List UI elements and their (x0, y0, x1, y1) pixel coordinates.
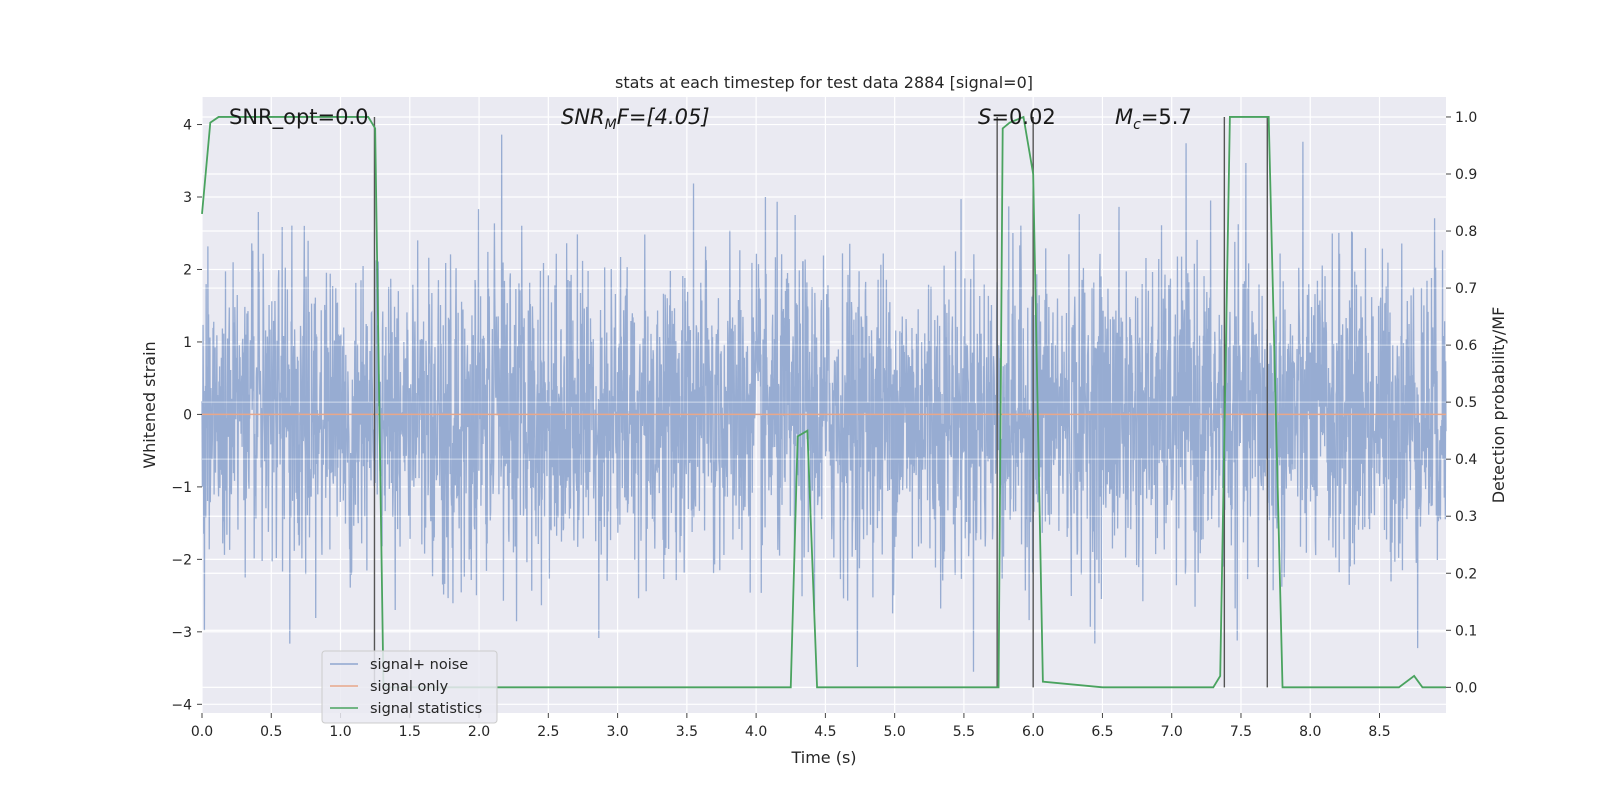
annotation-snr-opt: SNR_opt=0.0 (229, 105, 369, 130)
y-tick-label: 1 (183, 335, 192, 351)
legend: signal+ noise signal only signal statist… (321, 650, 498, 724)
annotation-mc-suffix: =5.7 (1141, 105, 1192, 129)
x-tick-label: 8.0 (1299, 724, 1321, 740)
y2-tick-label: 0.6 (1455, 338, 1477, 354)
y-tick-label: −1 (171, 480, 192, 496)
series-signal-statistics (201, 115, 1446, 689)
annotation-snr-mf-suffix: F=[4.05] (617, 105, 710, 129)
legend-label-signal-statistics: signal statistics (370, 701, 482, 717)
x-tick-label: 6.5 (1091, 724, 1113, 740)
y-tick-label: −3 (171, 625, 192, 641)
y2-axis-label: Detection probability/MF (1489, 307, 1508, 504)
annotation-s-suffix: =0.02 (991, 105, 1055, 129)
noise-series (201, 116, 1447, 688)
y-axis-label: Whitened strain (140, 341, 159, 468)
annotation-s-prefix: S (978, 105, 991, 129)
y2-tick-label: 0.9 (1455, 167, 1477, 183)
series-signal-noise (201, 134, 1447, 672)
x-tick-label: 6.0 (1022, 724, 1044, 740)
y2-tick-label: 0.2 (1455, 566, 1477, 582)
y2-tick-label: 0.1 (1455, 623, 1477, 639)
chart-title: stats at each timestep for test data 288… (615, 73, 1033, 92)
x-tick-label: 0.5 (260, 724, 282, 740)
x-tick-label: 5.0 (884, 724, 906, 740)
y-tick-label: −4 (171, 697, 192, 713)
x-tick-label: 0.0 (191, 724, 213, 740)
legend-label-signal-only: signal only (370, 679, 449, 695)
y2-tick-label: 0.3 (1455, 509, 1477, 525)
x-tick-label: 3.0 (606, 724, 628, 740)
x-tick-label: 2.0 (468, 724, 490, 740)
x-tick-label: 1.5 (399, 724, 421, 740)
x-axis-label: Time (s) (790, 748, 856, 767)
y-tick-label: −2 (171, 552, 192, 568)
y-tick-label: 3 (183, 190, 192, 206)
y2-tick-label: 0.7 (1455, 281, 1477, 297)
annotation-mc-sub: c (1133, 117, 1141, 133)
y2-tick-label: 1.0 (1455, 110, 1477, 126)
annotation-snr-mf-sub: M (605, 117, 617, 133)
axes-layer: 0.0 0.5 1.0 1.5 2.0 2.5 3.0 3.5 4.0 4.5 5.0 5.5 6.0 6… (171, 110, 1477, 740)
x-tick-label: 2.5 (537, 724, 559, 740)
annotation-snr-mf-prefix: SNR (561, 105, 605, 129)
y-tick-label: 2 (183, 262, 192, 278)
annotation-s: S=0.02 (978, 105, 1056, 129)
x-tick-label: 8.5 (1368, 724, 1390, 740)
y2-tick-label: 0.5 (1455, 395, 1477, 411)
x-tick-label: 7.0 (1161, 724, 1183, 740)
legend-label-signal-noise: signal+ noise (370, 657, 468, 673)
y-tick-label: 0 (183, 407, 192, 423)
y2-tick-label: 0.0 (1455, 680, 1477, 696)
x-tick-label: 3.5 (676, 724, 698, 740)
y2-tick-label: 0.4 (1455, 452, 1477, 468)
annotation-snr-mf: SNRMF=[4.05] (561, 105, 710, 133)
lines-layer (201, 115, 1446, 689)
x-tick-label: 5.5 (953, 724, 975, 740)
y-tick-label: 4 (183, 118, 192, 134)
annotation-mc-prefix: M (1115, 105, 1133, 129)
x-tick-label: 1.0 (329, 724, 351, 740)
x-tick-label: 4.5 (814, 724, 836, 740)
x-tick-label: 7.5 (1230, 724, 1252, 740)
legend-box (321, 650, 498, 724)
x-tick-label: 4.0 (745, 724, 767, 740)
y2-tick-label: 0.8 (1455, 224, 1477, 240)
annotation-mc: Mc=5.7 (1115, 105, 1192, 133)
